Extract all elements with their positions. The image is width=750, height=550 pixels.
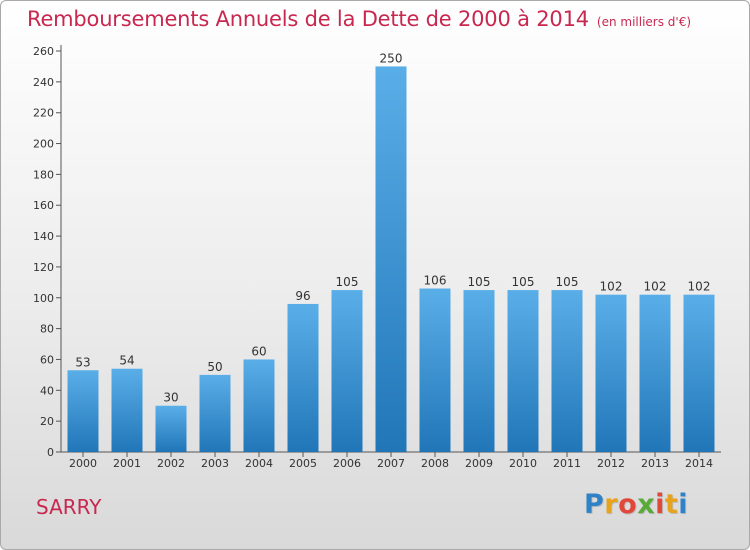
x-tick-label: 2013: [641, 457, 669, 470]
bar-2002: [155, 405, 187, 452]
x-tick-label: 2010: [509, 457, 537, 470]
commune-name: SARRY: [36, 495, 102, 519]
x-tick-label: 2005: [289, 457, 317, 470]
bar-2007: [375, 66, 407, 453]
bar-2010: [507, 290, 539, 452]
y-tick-label: 80: [40, 323, 54, 336]
y-tick-label: 60: [40, 353, 54, 366]
x-tick-label: 2011: [553, 457, 581, 470]
y-tick-label: 180: [33, 168, 54, 181]
data-label: 54: [119, 354, 134, 368]
bar-2012: [595, 294, 627, 452]
data-label: 250: [380, 51, 403, 65]
x-tick-label: 2014: [685, 457, 713, 470]
x-axis: 2000 2001 2002 2003 2004 2005 2006 2007 2008 2009…: [61, 451, 721, 470]
data-label: 102: [688, 280, 711, 294]
x-tick-label: 2009: [465, 457, 493, 470]
data-label: 106: [424, 274, 447, 288]
bar-2013: [639, 294, 671, 452]
x-tick-label: 2007: [377, 457, 405, 470]
chart-title-line: Remboursements Annuels de la Dette de 20…: [27, 7, 691, 31]
bar-2003: [199, 374, 231, 452]
bar-2004: [243, 359, 275, 452]
x-tick-label: 2012: [597, 457, 625, 470]
data-label: 50: [207, 360, 222, 374]
bar-2014: [683, 294, 715, 452]
x-tick-label: 2003: [201, 457, 229, 470]
data-label: 96: [295, 289, 310, 303]
y-tick-label: 120: [33, 261, 54, 274]
data-label: 105: [556, 275, 579, 289]
chart-title: Remboursements Annuels de la Dette de 20…: [27, 7, 589, 31]
y-tick-label: 240: [33, 76, 54, 89]
data-label: 105: [468, 275, 491, 289]
bars: [67, 66, 715, 453]
bar-2005: [287, 303, 319, 452]
data-label: 30: [163, 391, 178, 405]
y-axis: 0 20 40 60 80 100 120 140 160 180 200 220 240 260: [33, 45, 62, 459]
x-tick-label: 2006: [333, 457, 361, 470]
y-tick-label: 0: [47, 446, 54, 459]
y-tick-label: 260: [33, 45, 54, 58]
y-tick-label: 160: [33, 199, 54, 212]
proxiti-logo[interactable]: Proxiti: [584, 489, 689, 520]
y-tick-label: 200: [33, 138, 54, 151]
data-label: 105: [336, 275, 359, 289]
data-label: 60: [251, 344, 266, 358]
data-label: 53: [75, 355, 90, 369]
bar-2011: [551, 290, 583, 452]
x-tick-label: 2001: [113, 457, 141, 470]
y-tick-label: 40: [40, 384, 54, 397]
bar-2000: [67, 370, 99, 452]
bar-2006: [331, 290, 363, 452]
bar-2009: [463, 290, 495, 452]
y-tick-label: 220: [33, 107, 54, 120]
data-label: 105: [512, 275, 535, 289]
data-labels: 53 54 30 50 60 96 105 250 106 105 105 105 102 102 102: [75, 51, 710, 404]
x-tick-label: 2008: [421, 457, 449, 470]
x-tick-label: 2002: [157, 457, 185, 470]
data-label: 102: [600, 280, 623, 294]
y-tick-label: 20: [40, 415, 54, 428]
x-tick-label: 2004: [245, 457, 273, 470]
data-label: 102: [644, 280, 667, 294]
y-tick-label: 140: [33, 230, 54, 243]
x-tick-label: 2000: [69, 457, 97, 470]
bar-2008: [419, 288, 451, 452]
bar-2001: [111, 368, 143, 452]
chart-unit: (en milliers d'€): [596, 15, 692, 29]
y-tick-label: 100: [33, 292, 54, 305]
